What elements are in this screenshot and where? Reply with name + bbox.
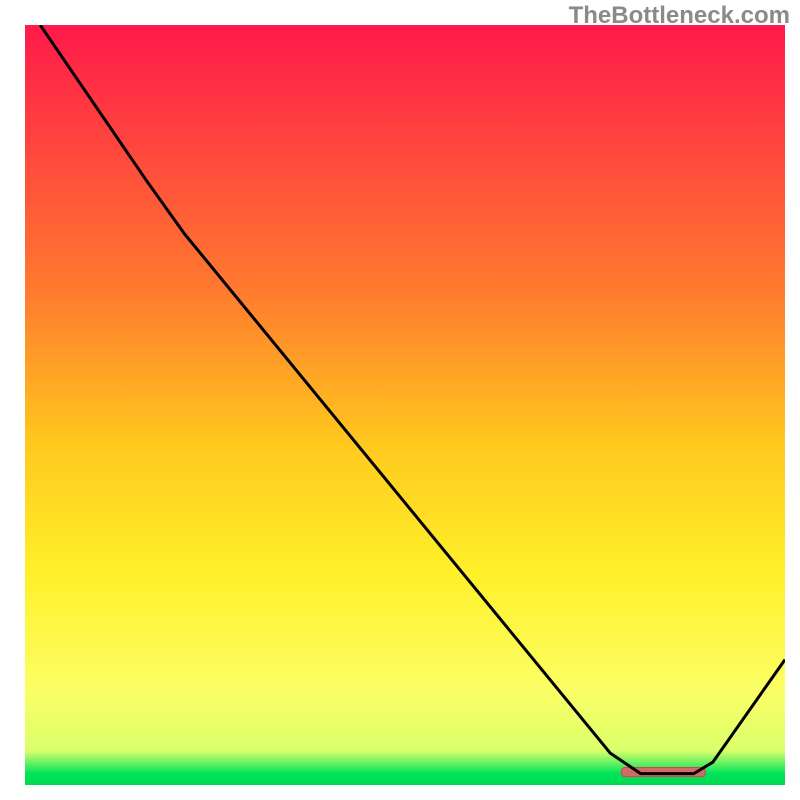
curve-layer xyxy=(25,25,785,785)
plot-area xyxy=(25,25,785,785)
chart-container: { "watermark": { "text": "TheBottleneck.… xyxy=(0,0,800,800)
bottleneck-curve xyxy=(40,25,785,774)
watermark-text: TheBottleneck.com xyxy=(569,2,790,30)
